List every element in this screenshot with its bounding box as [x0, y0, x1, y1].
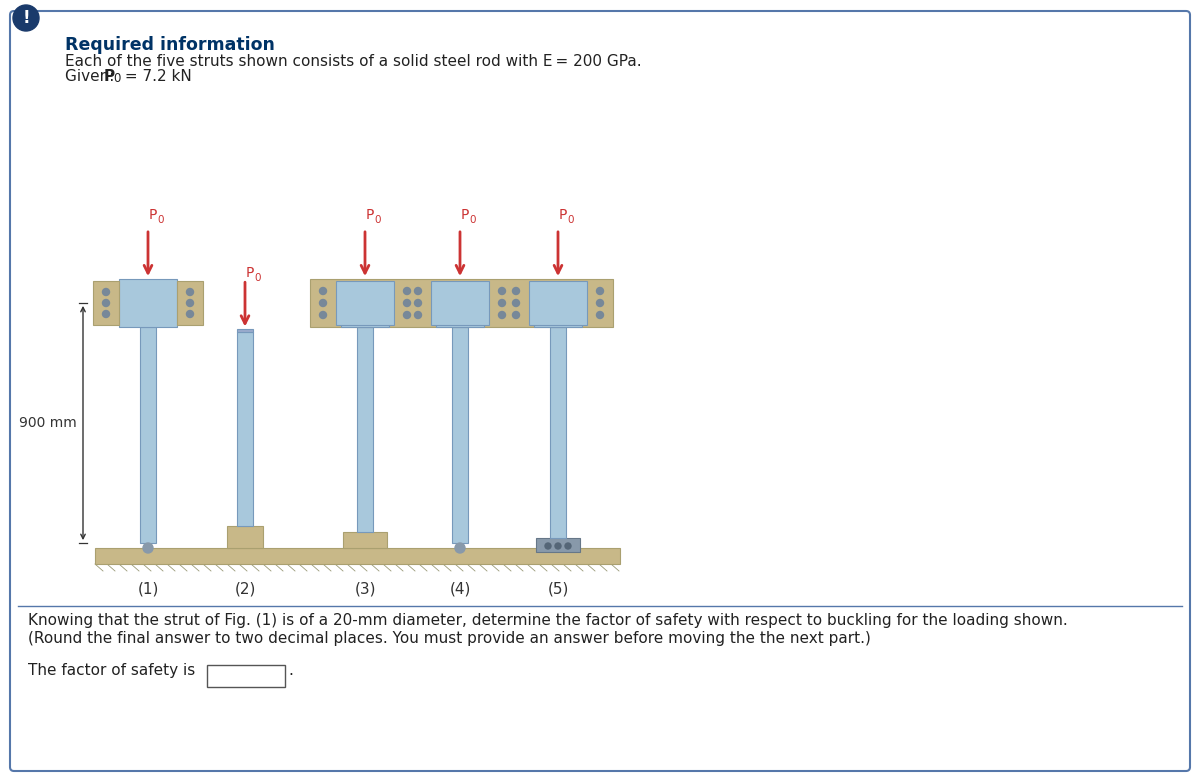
Text: 0: 0	[568, 215, 574, 225]
Circle shape	[102, 311, 109, 318]
Text: P: P	[366, 208, 374, 222]
Circle shape	[319, 299, 326, 306]
Bar	[529, 281, 587, 325]
Bar	[95, 548, 620, 564]
Bar	[238, 330, 253, 333]
Bar	[119, 279, 178, 327]
Circle shape	[414, 287, 421, 294]
Text: 0: 0	[374, 215, 380, 225]
Bar	[534, 298, 582, 327]
Bar	[431, 281, 490, 325]
Text: Given:: Given:	[65, 69, 119, 84]
Text: (1): (1)	[137, 582, 158, 597]
Circle shape	[512, 299, 520, 306]
Text: P: P	[246, 266, 254, 280]
Bar	[550, 327, 566, 538]
Text: The factor of safety is: The factor of safety is	[28, 663, 196, 678]
Text: (5): (5)	[547, 582, 569, 597]
Text: P: P	[461, 208, 469, 222]
Text: 0: 0	[254, 273, 260, 284]
Text: Each of the five struts shown consists of a solid steel rod with E = 200 GPa.: Each of the five struts shown consists o…	[65, 54, 642, 69]
Circle shape	[455, 543, 466, 553]
Bar	[140, 327, 156, 543]
Circle shape	[512, 312, 520, 319]
Circle shape	[102, 288, 109, 295]
Circle shape	[414, 299, 421, 306]
Text: P: P	[104, 69, 115, 84]
Text: 900 mm: 900 mm	[19, 416, 77, 430]
Circle shape	[403, 299, 410, 306]
Bar	[238, 333, 253, 526]
Circle shape	[498, 287, 505, 294]
Text: (2): (2)	[234, 582, 256, 597]
Bar	[341, 298, 389, 327]
Text: (Round the final answer to two decimal places. You must provide an answer before: (Round the final answer to two decimal p…	[28, 631, 871, 646]
FancyBboxPatch shape	[10, 11, 1190, 771]
Circle shape	[596, 312, 604, 319]
Text: (4): (4)	[449, 582, 470, 597]
Bar	[336, 281, 394, 325]
Circle shape	[565, 543, 571, 549]
Circle shape	[186, 288, 193, 295]
Text: 0: 0	[469, 215, 475, 225]
Bar	[358, 327, 373, 532]
Circle shape	[498, 312, 505, 319]
Bar	[310, 279, 613, 327]
Text: 0: 0	[157, 215, 163, 225]
Bar	[227, 526, 263, 548]
Circle shape	[512, 287, 520, 294]
Circle shape	[403, 312, 410, 319]
Text: = 7.2 kN: = 7.2 kN	[120, 69, 192, 84]
Circle shape	[186, 311, 193, 318]
Bar	[436, 298, 484, 327]
Bar	[178, 281, 203, 325]
Text: (3): (3)	[354, 582, 376, 597]
Circle shape	[498, 299, 505, 306]
Bar	[343, 532, 386, 548]
Text: P: P	[559, 208, 568, 222]
Bar	[452, 327, 468, 543]
Text: !: !	[22, 9, 30, 27]
Circle shape	[596, 287, 604, 294]
Circle shape	[143, 543, 154, 553]
Circle shape	[102, 299, 109, 306]
Text: 0: 0	[113, 72, 120, 85]
Text: .: .	[288, 663, 293, 678]
Text: Required information: Required information	[65, 36, 275, 54]
Circle shape	[596, 299, 604, 306]
Bar	[94, 281, 119, 325]
Circle shape	[554, 543, 562, 549]
Circle shape	[13, 5, 38, 31]
Text: Knowing that the strut of Fig. (1) is of a 20-mm diameter, determine the factor : Knowing that the strut of Fig. (1) is of…	[28, 613, 1068, 628]
Circle shape	[186, 299, 193, 306]
Bar	[208, 665, 286, 687]
Bar	[536, 538, 580, 552]
Circle shape	[319, 287, 326, 294]
Text: P: P	[149, 208, 157, 222]
Circle shape	[414, 312, 421, 319]
Circle shape	[319, 312, 326, 319]
Circle shape	[403, 287, 410, 294]
Circle shape	[545, 543, 551, 549]
